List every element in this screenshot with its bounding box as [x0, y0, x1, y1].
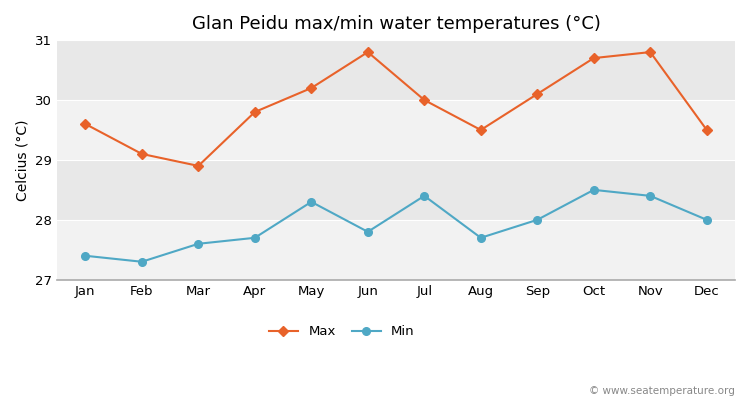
Bar — [57, 40, 735, 100]
Min — [590, 188, 598, 192]
Max — [476, 128, 485, 132]
Bar — [57, 100, 735, 160]
Min — [532, 218, 542, 222]
Min — [81, 253, 90, 258]
Max — [251, 110, 260, 114]
Min — [646, 194, 655, 198]
Bar — [57, 160, 735, 220]
Max — [194, 164, 202, 168]
Line: Max: Max — [82, 49, 710, 169]
Title: Glan Peidu max/min water temperatures (°C): Glan Peidu max/min water temperatures (°… — [191, 15, 601, 33]
Bar — [57, 220, 735, 280]
Min — [476, 235, 485, 240]
Min — [194, 241, 202, 246]
Max — [81, 122, 90, 126]
Min — [137, 259, 146, 264]
Max — [363, 50, 372, 54]
Max — [532, 92, 542, 96]
Legend: Max, Min: Max, Min — [263, 320, 420, 344]
Min — [363, 230, 372, 234]
Min — [702, 218, 711, 222]
Text: © www.seatemperature.org: © www.seatemperature.org — [590, 386, 735, 396]
Min — [307, 200, 316, 204]
Max — [646, 50, 655, 54]
Min — [251, 235, 260, 240]
Max — [420, 98, 429, 102]
Max — [702, 128, 711, 132]
Max — [307, 86, 316, 90]
Y-axis label: Celcius (°C): Celcius (°C) — [15, 119, 29, 201]
Min — [420, 194, 429, 198]
Line: Min: Min — [82, 186, 710, 266]
Max — [137, 152, 146, 156]
Max — [590, 56, 598, 60]
